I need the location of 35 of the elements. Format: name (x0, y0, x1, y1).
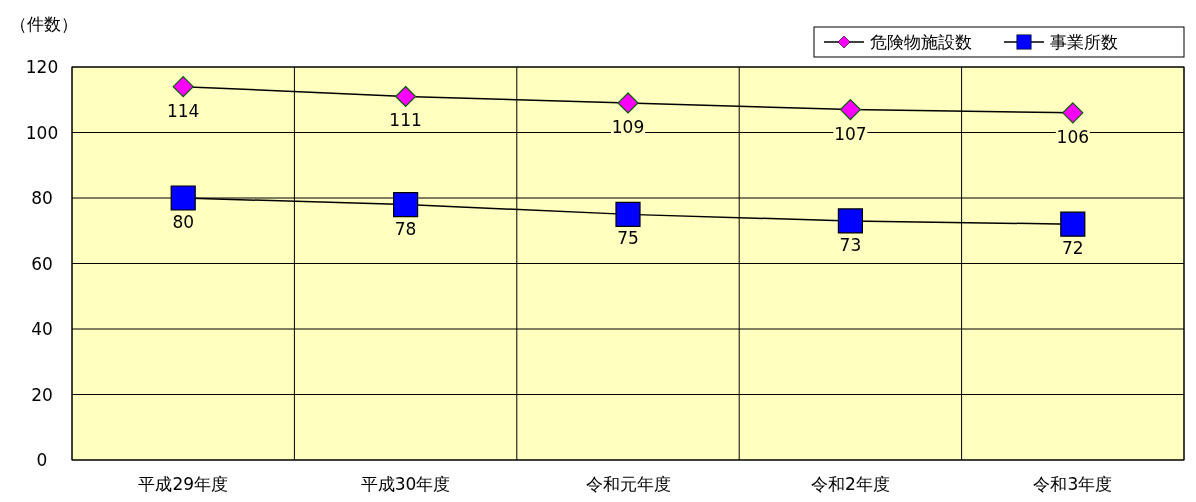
point (839, 98, 861, 121)
data-label: 78 (394, 218, 417, 239)
data-label: 106 (1056, 126, 1090, 147)
y-tick-label: 120 (25, 57, 59, 77)
legend-label: 危険物施設数 (870, 32, 972, 52)
data-label: 72 (1061, 238, 1084, 259)
point (393, 191, 419, 218)
y-axis-title: （件数） (10, 14, 78, 34)
data-label: 114 (166, 100, 200, 121)
point (1062, 102, 1084, 124)
point (1060, 211, 1086, 237)
x-tick-label: 平成30年度 (360, 474, 451, 494)
x-tick-label: 令和元年度 (585, 474, 671, 494)
x-tick-label: 令和3年度 (1033, 474, 1113, 494)
point (837, 208, 863, 234)
x-tick-label: 令和2年度 (810, 474, 890, 494)
data-label: 80 (172, 212, 195, 232)
point (615, 201, 641, 227)
data-label: 75 (617, 228, 639, 249)
point (170, 185, 196, 211)
point (172, 76, 194, 98)
legend-label: 事業所数 (1050, 32, 1118, 52)
y-tick-label: 80 (31, 188, 53, 208)
y-tick-label: 40 (31, 319, 53, 339)
point (617, 92, 639, 114)
data-label: 111 (389, 110, 422, 131)
y-tick-label: 100 (25, 122, 59, 143)
data-label: 107 (834, 123, 867, 144)
x-tick-label: 平成29年度 (138, 474, 229, 494)
y-tick-label: 0 (36, 450, 48, 470)
data-label: 73 (839, 234, 862, 255)
data-label: 109 (611, 117, 645, 138)
point (395, 85, 417, 108)
y-tick-label: 20 (31, 384, 53, 405)
y-tick-label: 60 (31, 253, 53, 274)
